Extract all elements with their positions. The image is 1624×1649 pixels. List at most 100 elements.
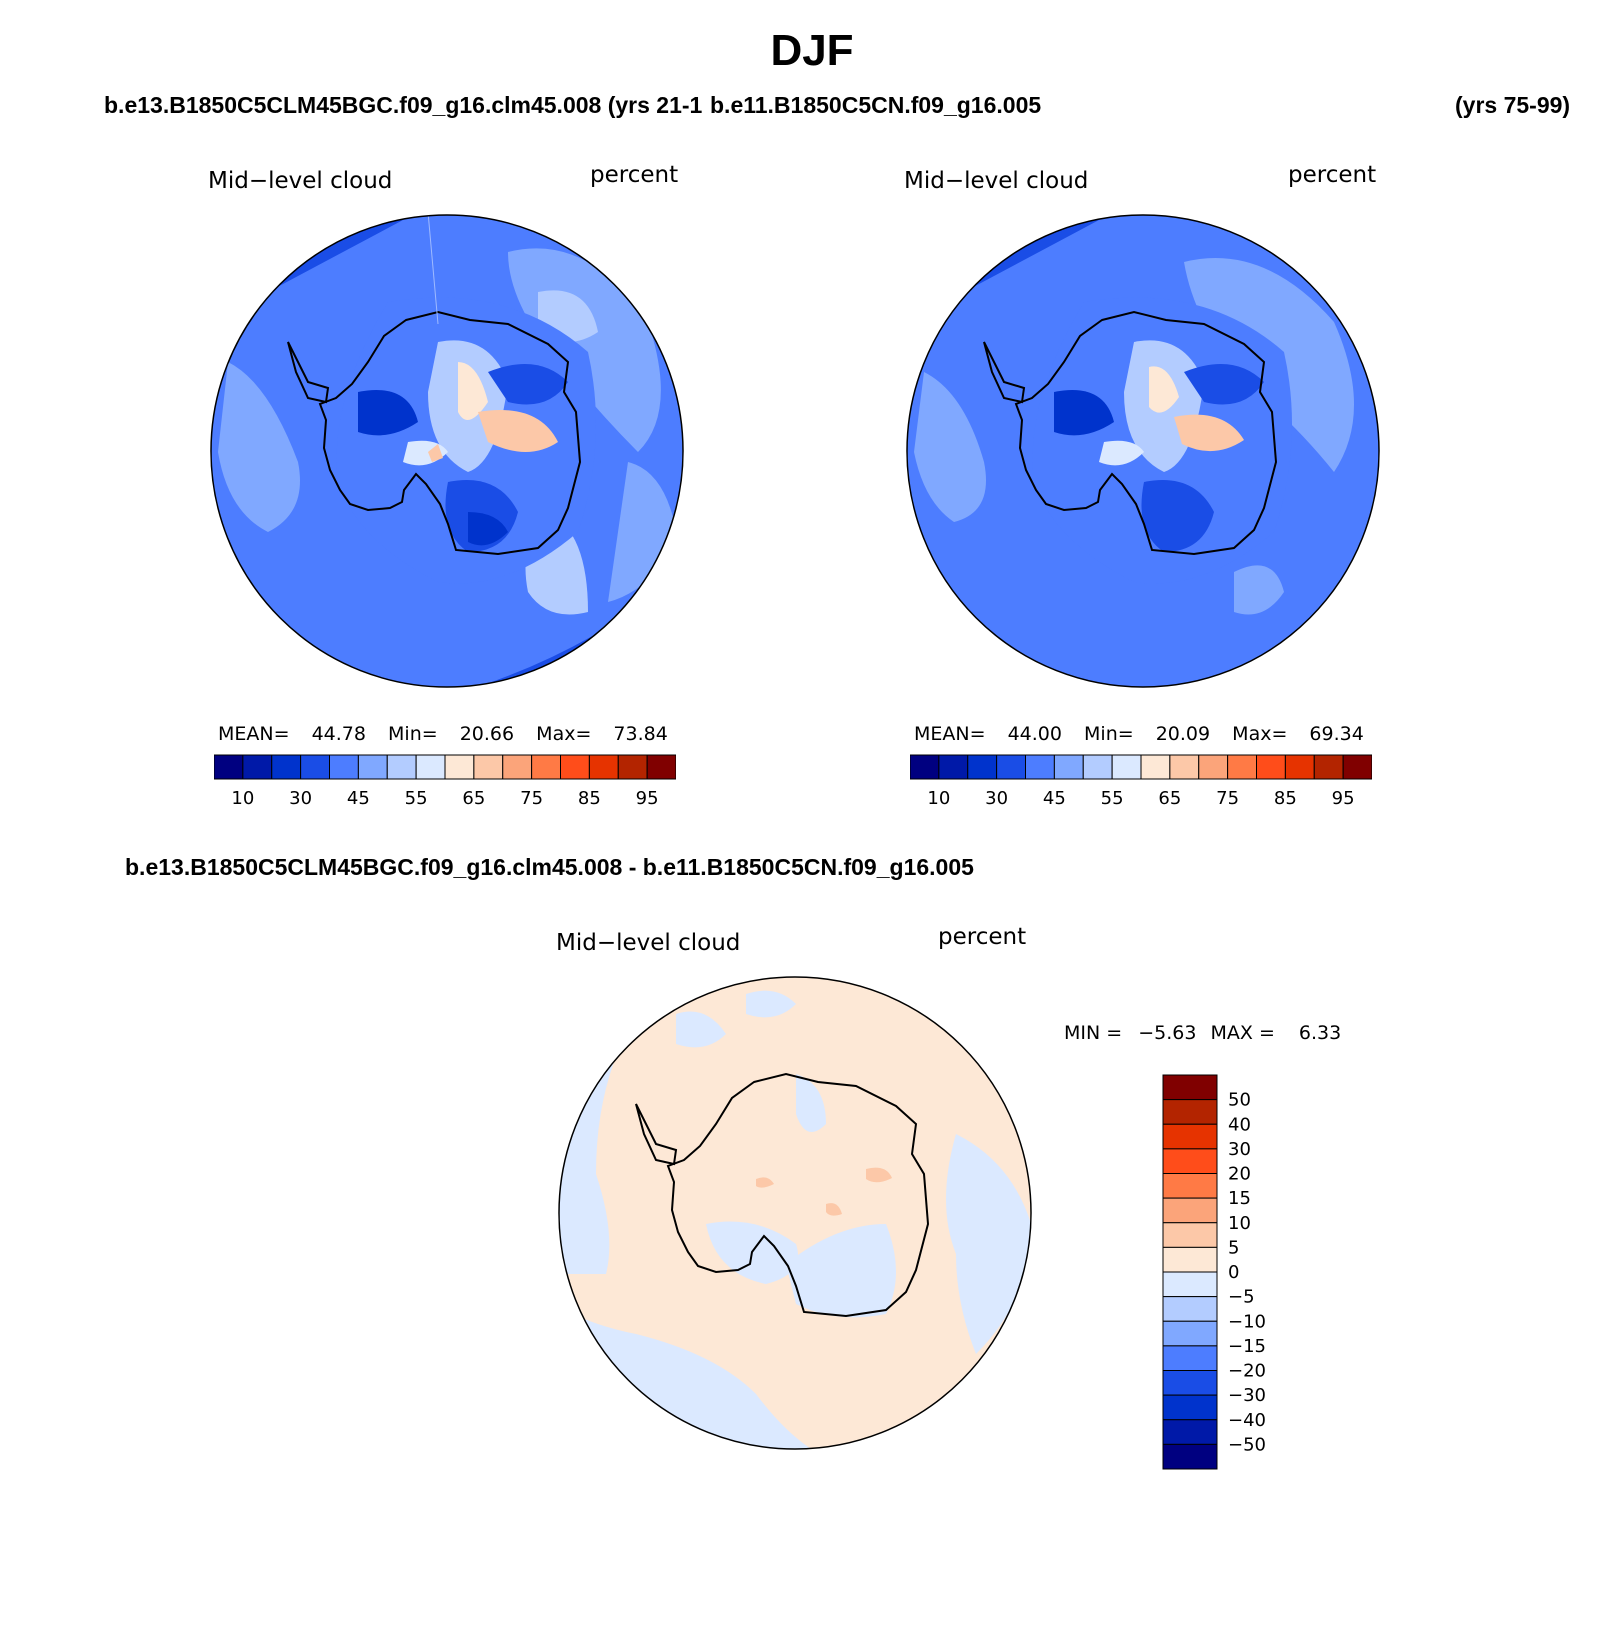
colorbar-tick-label: 50 — [1228, 1090, 1251, 1111]
colorbar-tick-label: 75 — [1216, 788, 1239, 809]
colorbar-tick-label: 10 — [1228, 1213, 1251, 1234]
colorbar-swatch — [1162, 1271, 1218, 1298]
colorbar-swatch — [1140, 754, 1171, 780]
colorbar-tick-label: 0 — [1228, 1262, 1239, 1283]
colorbar-swatch — [531, 754, 561, 780]
colorbar-tick-label: 45 — [1043, 788, 1066, 809]
colorbar-swatch — [1025, 754, 1055, 780]
case1-title: b.e13.B1850C5CLM45BGC.f09_g16.clm45.008 … — [104, 92, 703, 118]
colorbar-tick-label: 65 — [462, 788, 485, 809]
panel3-max-value: 6.33 — [1298, 1022, 1342, 1044]
panel2-mean-label: MEAN= — [914, 723, 986, 745]
colorbar-tick-label: 10 — [927, 788, 950, 809]
figure-title: DJF — [770, 26, 854, 75]
colorbar-swatch — [357, 754, 388, 780]
panel2-mean-value: 44.00 — [1007, 723, 1062, 745]
colorbar-swatch — [1162, 1443, 1218, 1470]
difference-title: b.e13.B1850C5CLM45BGC.f09_g16.clm45.008 … — [125, 854, 974, 880]
panel1-max-label: Max= — [536, 723, 592, 745]
colorbar-tick-label: 65 — [1158, 788, 1181, 809]
colorbar-swatch — [1162, 1099, 1218, 1125]
colorbar-swatch — [910, 754, 940, 780]
panel2-stats: MEAN= 44.00 Min= 20.09 Max= 69.34 — [914, 723, 1364, 745]
colorbar-tick-label: −20 — [1228, 1361, 1266, 1382]
panel2-variable: Mid−level cloud — [904, 168, 1089, 194]
colorbar-swatch — [1162, 1345, 1218, 1371]
colorbar-swatch — [1162, 1197, 1218, 1224]
colorbar-tick-label: 15 — [1228, 1188, 1251, 1209]
colorbar-swatch — [1313, 754, 1344, 780]
colorbar-swatch — [1162, 1419, 1218, 1445]
colorbar-swatch — [1162, 1296, 1218, 1322]
map-panel-1 — [210, 214, 684, 688]
colorbar-tick-label: −10 — [1228, 1311, 1266, 1332]
colorbar-swatch — [1162, 1370, 1218, 1396]
colorbar-tick-label: −40 — [1228, 1410, 1266, 1431]
colorbar-swatch — [996, 754, 1026, 780]
colorbar-tick-label: 30 — [1228, 1139, 1251, 1160]
panel3-min-value: −5.63 — [1138, 1022, 1197, 1044]
panel1-variable: Mid−level cloud — [208, 168, 393, 194]
panel3-stats: MIN = −5.63 MAX = 6.33 — [1064, 1022, 1341, 1044]
colorbar-panel-1: 10 30 45 55 65 75 85 95 — [214, 754, 676, 809]
colorbar-swatch — [1082, 754, 1113, 780]
colorbar-swatch — [1227, 754, 1257, 780]
panel1-mean-label: MEAN= — [218, 723, 290, 745]
panel2-units: percent — [1288, 162, 1377, 188]
colorbar-tick-label: 30 — [289, 788, 312, 809]
panel2-max-label: Max= — [1232, 723, 1288, 745]
colorbar-tick-label: −50 — [1228, 1434, 1266, 1455]
colorbar-swatch — [473, 754, 504, 780]
panel1-units: percent — [590, 162, 679, 188]
colorbar-swatch — [1162, 1394, 1218, 1421]
colorbar-swatch — [1162, 1074, 1218, 1101]
colorbar-swatch — [1162, 1246, 1218, 1273]
colorbar-swatch — [560, 754, 590, 780]
panel2-min-label: Min= — [1084, 723, 1134, 745]
colorbar-swatch — [1162, 1148, 1218, 1174]
panel1-max-value: 73.84 — [613, 723, 668, 745]
panel2-min-value: 20.09 — [1155, 723, 1211, 745]
colorbar-tick-label: 75 — [520, 788, 543, 809]
colorbar-swatch — [444, 754, 475, 780]
map-panel-difference — [558, 976, 1032, 1450]
colorbar-swatch — [300, 754, 330, 780]
colorbar-swatch — [214, 754, 244, 780]
colorbar-tick-label: 30 — [985, 788, 1008, 809]
colorbar-swatch — [1284, 754, 1315, 780]
colorbar-panel-2: 10 30 45 55 65 75 85 95 — [910, 754, 1372, 809]
colorbar-swatch — [938, 754, 969, 780]
colorbar-swatch — [967, 754, 998, 780]
colorbar-tick-label: 85 — [1274, 788, 1297, 809]
panel3-units: percent — [938, 924, 1027, 950]
colorbar-swatch — [1111, 754, 1142, 780]
colorbar-swatch — [1053, 754, 1084, 780]
colorbar-tick-label: 40 — [1228, 1114, 1251, 1135]
colorbar-swatch — [1162, 1222, 1218, 1248]
panel3-variable: Mid−level cloud — [556, 930, 741, 956]
colorbar-swatch — [1162, 1173, 1218, 1199]
panel2-max-value: 69.34 — [1309, 723, 1364, 745]
colorbar-swatch — [502, 754, 533, 780]
colorbar-tick-label: 55 — [1101, 788, 1124, 809]
colorbar-swatch — [1342, 754, 1372, 780]
panel1-mean-value: 44.78 — [311, 723, 366, 745]
colorbar-swatch — [588, 754, 619, 780]
colorbar-swatch — [271, 754, 302, 780]
panel3-max-label: MAX = — [1210, 1022, 1275, 1044]
colorbar-tick-label: 20 — [1228, 1164, 1251, 1185]
panel3-min-label: MIN = — [1064, 1022, 1123, 1044]
colorbar-swatch — [329, 754, 359, 780]
colorbar-tick-label: 95 — [1332, 788, 1355, 809]
colorbar-swatch — [1162, 1320, 1218, 1347]
colorbar-tick-label: 10 — [231, 788, 254, 809]
colorbar-tick-label: 5 — [1228, 1237, 1239, 1258]
colorbar-tick-label: 95 — [636, 788, 659, 809]
colorbar-tick-label: 55 — [405, 788, 428, 809]
colorbar-tick-label: 85 — [578, 788, 601, 809]
colorbar-swatch — [1169, 754, 1200, 780]
case2-title: b.e11.B1850C5CN.f09_g16.005 — [710, 92, 1042, 118]
colorbar-swatch — [415, 754, 446, 780]
colorbar-swatch — [242, 754, 273, 780]
